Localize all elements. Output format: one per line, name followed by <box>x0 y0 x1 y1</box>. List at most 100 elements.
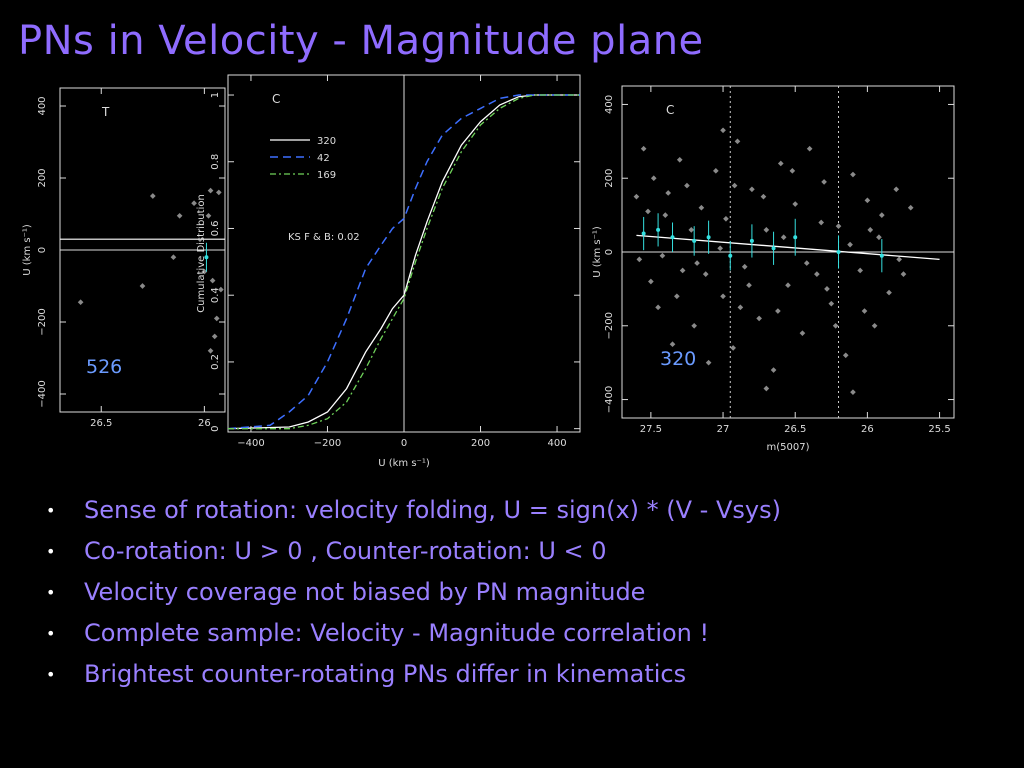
panel-letter: C <box>666 103 674 117</box>
data-point <box>792 201 799 207</box>
figure-panels: 400 200 0 −200 −400 26.5 26 T U (km s⁻¹) 0 0.2 0.4… <box>22 74 955 469</box>
data-point <box>665 190 672 196</box>
data-point <box>896 256 902 263</box>
data-point <box>712 168 719 174</box>
data-point <box>878 212 885 218</box>
fit-line <box>636 234 940 261</box>
error-bar-point <box>728 253 733 258</box>
data-point <box>821 179 827 185</box>
data-point <box>864 197 871 204</box>
data-point <box>207 347 214 354</box>
error-bar-point <box>641 231 646 236</box>
error-bar-point <box>692 238 697 243</box>
y-tick-label: 0.4 <box>210 287 221 303</box>
panel-letter: T <box>101 105 110 119</box>
y-axis-label: U (km s⁻¹) <box>22 224 33 276</box>
x-axis-label: U (km s⁻¹) <box>378 458 430 469</box>
data-point <box>176 212 183 219</box>
data-point <box>215 189 222 196</box>
error-bar-point <box>670 235 675 240</box>
panel-magnitude: 400 200 0 −200 −400 27.5 27 26.5 26 25.5 C U (km s⁻… <box>592 85 955 453</box>
data-point <box>828 300 835 307</box>
data-point <box>777 160 784 167</box>
data-point <box>209 277 216 284</box>
data-point <box>857 267 864 274</box>
bullet-item: Co-rotation: U > 0 , Counter-rotation: U… <box>46 531 781 572</box>
data-point <box>763 227 770 233</box>
y-tick-label: 0 <box>210 425 221 431</box>
data-point <box>861 308 868 314</box>
slide-title: PNs in Velocity - Magnitude plane <box>18 18 704 64</box>
x-tick-label: 25.5 <box>928 424 950 435</box>
error-bar-point <box>656 227 661 232</box>
data-point <box>149 193 156 199</box>
data-point <box>645 208 651 215</box>
bullet-item: Velocity coverage not biased by PN magni… <box>46 572 781 613</box>
data-point <box>205 212 212 219</box>
data-point <box>893 186 900 193</box>
data-point <box>760 193 767 200</box>
error-bar-point <box>749 238 754 243</box>
data-point <box>720 293 726 300</box>
bullet-item: Sense of rotation: velocity folding, U =… <box>46 490 781 531</box>
data-point <box>785 282 791 289</box>
data-point <box>676 156 683 163</box>
bullet-list: Sense of rotation: velocity folding, U =… <box>46 490 781 695</box>
data-point <box>824 286 830 292</box>
y-tick-label: −400 <box>37 380 48 407</box>
data-point <box>211 333 218 340</box>
y-tick-label: −400 <box>604 386 615 413</box>
legend-label: 169 <box>317 170 336 181</box>
error-bar-point <box>879 253 884 258</box>
data-point <box>207 187 214 194</box>
data-point <box>669 341 676 348</box>
y-tick-label: −200 <box>37 308 48 335</box>
data-point <box>717 245 723 252</box>
data-point <box>886 289 892 296</box>
bullet-item: Brightest counter-rotating PNs differ in… <box>46 654 781 695</box>
data-point <box>749 186 755 193</box>
data-point <box>636 256 643 263</box>
data-point <box>803 260 810 266</box>
y-tick-label: 0 <box>604 249 615 255</box>
data-point <box>780 234 787 241</box>
y-tick-label: 400 <box>37 96 48 115</box>
error-bar-point <box>204 255 209 260</box>
data-point <box>698 204 705 211</box>
data-point <box>850 171 856 178</box>
data-point <box>832 322 839 329</box>
data-point <box>723 215 729 222</box>
x-axis-label: m(5007) <box>767 442 810 453</box>
data-point <box>818 219 825 226</box>
data-point <box>77 299 84 306</box>
panel-t-number: 526 <box>86 356 123 378</box>
data-point <box>720 127 726 134</box>
data-point <box>756 315 762 322</box>
data-point <box>213 315 220 322</box>
x-tick-label: 26 <box>861 424 874 435</box>
panel-t: 400 200 0 −200 −400 26.5 26 T U (km s⁻¹) <box>22 87 226 429</box>
error-bar-point <box>706 235 711 240</box>
data-point <box>775 308 781 314</box>
data-point <box>737 304 744 311</box>
x-tick-label: −400 <box>237 438 264 449</box>
data-point <box>702 271 709 277</box>
series-line-42 <box>227 94 580 430</box>
data-point <box>847 241 853 248</box>
data-point <box>731 182 738 189</box>
data-point <box>705 359 712 366</box>
data-point <box>640 145 647 152</box>
y-tick-label: 0 <box>37 247 48 253</box>
data-point <box>741 263 748 270</box>
data-point <box>730 345 736 351</box>
y-axis-label: Cumulative Distribution <box>196 194 207 313</box>
y-tick-label: 400 <box>604 95 615 114</box>
data-point <box>691 322 698 329</box>
data-point <box>201 268 208 275</box>
x-tick-label: 26 <box>198 418 211 429</box>
data-point <box>659 252 666 259</box>
x-tick-label: 200 <box>471 438 490 449</box>
data-point <box>876 234 882 241</box>
data-point <box>835 223 842 230</box>
y-tick-label: 200 <box>604 169 615 188</box>
